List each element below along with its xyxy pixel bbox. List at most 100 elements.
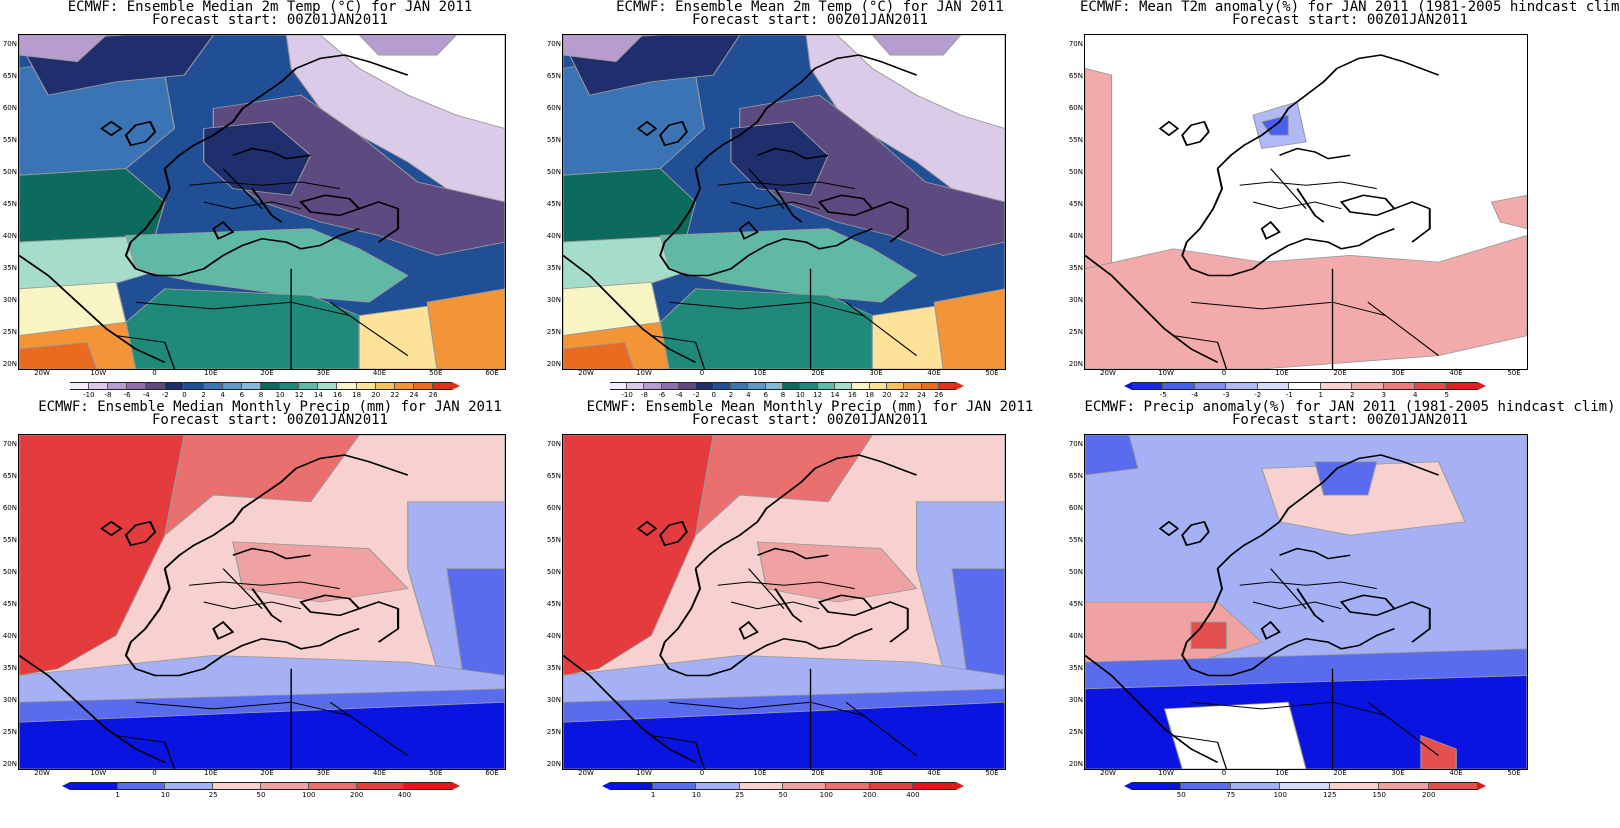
colorbar-low-arrow [601,782,610,790]
lat-tick-label: 30N [2,696,17,704]
colorbar-swatch [1163,382,1195,390]
lat-tick-label: 65N [1068,472,1083,480]
lat-tick-label: 55N [1068,136,1083,144]
colorbar-tick-label: 25 [208,791,218,799]
map-area [562,34,1006,370]
colorbar-swatch [394,382,414,390]
lon-tick-label: 50E [1507,769,1521,777]
colorbar-tick-label: -6 [123,391,131,399]
colorbar-low-arrow [601,382,610,390]
colorbar-tick-label: 2 [201,391,206,399]
colorbar-tick-label: 50 [256,791,266,799]
lat-tick-label: 55N [546,536,561,544]
lat-tick-label: 45N [1068,600,1083,608]
colorbar-tick-label: 200 [349,791,364,799]
colorbar-tick-label: 2 [728,391,734,399]
colorbar-tick-label: 18 [865,391,875,399]
colorbar-tick-label: 10 [160,791,170,799]
lat-tick-label: 25N [546,328,561,336]
colorbar-swatch [739,782,784,790]
colorbar-swatch [1181,782,1231,790]
lat-tick-label: 40N [2,632,17,640]
lon-tick-label: 40E [927,369,941,377]
lon-tick-label: 0 [699,769,705,777]
map-panel-temp-anomaly: ECMWF: Mean T2m anomaly(%) for JAN 2011 … [1069,0,1620,414]
lat-tick-label: 40N [546,632,561,640]
colorbar [1123,382,1487,390]
colorbar-swatch [1352,382,1384,390]
map-panel-precip-mean: ECMWF: Ensemble Mean Monthly Precip (mm)… [540,400,1080,814]
lat-tick-label: 70N [2,440,17,448]
lon-tick-label: 50E [1507,369,1521,377]
colorbar-tick-label: -3 [1222,391,1230,399]
lat-tick-label: 60N [2,504,17,512]
colorbar-tick-label: -1 [1285,391,1293,399]
lat-tick-label: 20N [1068,760,1083,768]
lat-tick-label: 55N [1068,536,1083,544]
colorbar-tick-label: 1 [115,791,120,799]
lon-tick-label: 40E [1449,769,1463,777]
lon-tick-label: 10W [90,769,107,777]
colorbar-swatch [609,782,654,790]
map-field [563,435,1005,769]
lat-tick-label: 40N [546,232,561,240]
colorbar-tick-label: 22 [390,391,400,399]
panel-subtitle: Forecast start: 00Z01JAN2011 [691,12,928,28]
colorbar-swatch [783,382,801,390]
colorbar-tick-label: -10 [621,391,633,399]
map-panel-temp-median: ECMWF: Ensemble Median 2m Temp (°C) for … [0,0,540,414]
panel-subtitle: Forecast start: 00Z01JAN2011 [1231,12,1468,28]
lat-tick-label: 35N [1068,664,1083,672]
colorbar-high-arrow [452,382,461,390]
lon-tick-label: 50E [985,769,999,777]
lat-tick-label: 25N [1068,328,1083,336]
lat-tick-label: 35N [2,664,17,672]
lon-tick-label: 0 [1221,369,1227,377]
map-panel-temp-mean: ECMWF: Ensemble Mean 2m Temp (°C) for JA… [540,0,1080,414]
lon-tick-label: 0 [152,769,157,777]
colorbar-swatch [433,382,453,390]
colorbar-swatch [356,782,405,790]
colorbar-tick-label: 6 [239,391,245,399]
colorbar-swatch [627,382,645,390]
lat-tick-label: 70N [1068,40,1083,48]
colorbar-tick-label: 4 [1412,391,1418,399]
colorbar-low-arrow [1123,382,1132,390]
colorbar-tick-label: 50 [1176,791,1186,799]
colorbar-swatch [1383,382,1416,390]
lon-tick-label: 20E [1333,769,1347,777]
colorbar-tick-label: 14 [313,391,323,399]
colorbar-swatch [88,382,108,390]
lat-tick-label: 70N [1068,440,1083,448]
colorbar-tick-label: 8 [258,391,264,399]
colorbar-tick-label: 20 [371,391,381,399]
colorbar-swatch [1194,382,1227,390]
lat-tick-label: 35N [1068,264,1083,272]
colorbar-swatch [117,782,166,790]
lon-tick-label: 30E [1391,369,1405,377]
lat-tick-label: 35N [2,264,17,272]
lat-tick-label: 70N [546,440,561,448]
colorbar-high-arrow [452,782,461,790]
colorbar-tick-label: -4 [675,391,683,399]
colorbar-swatch [260,782,309,790]
colorbar-swatch [1428,782,1479,790]
lon-tick-label: 10W [1158,769,1174,777]
colorbar-swatch [1320,382,1353,390]
colorbar-swatch [1446,382,1479,390]
colorbar-tick-label: 12 [813,391,823,399]
colorbar-tick-label: 100 [302,791,316,799]
colorbar-swatch [146,382,166,390]
colorbar-swatch [939,382,957,390]
colorbar-swatch [904,382,922,390]
colorbar-swatch [1131,382,1164,390]
lon-tick-label: 20E [811,769,825,777]
lon-tick-label: 20W [34,369,50,377]
map-area [1084,434,1528,770]
panel-subtitle: Forecast start: 00Z01JAN2011 [151,412,388,428]
colorbar-tick-label: 100 [819,791,833,799]
colorbar-swatch [337,382,357,390]
lat-tick-label: 65N [2,472,17,480]
lat-tick-label: 25N [2,728,17,736]
colorbar-swatch [696,382,714,390]
